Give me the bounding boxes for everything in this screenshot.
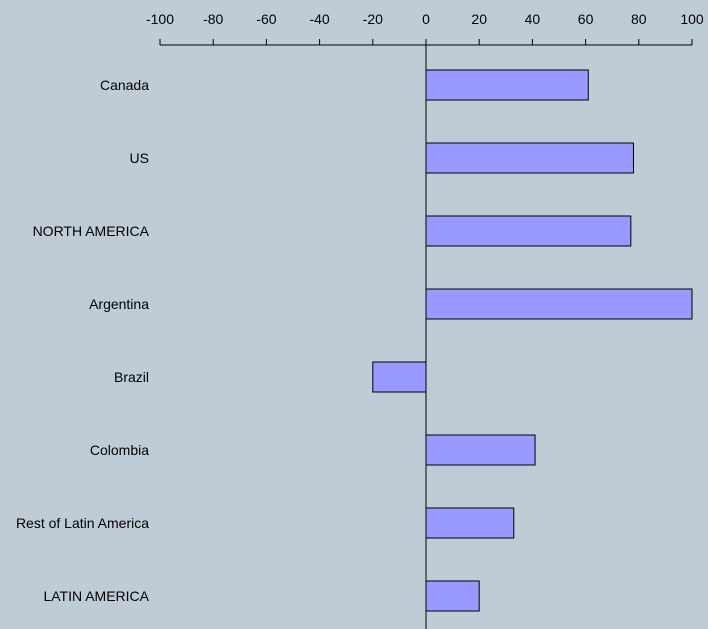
bar xyxy=(425,215,632,247)
bar xyxy=(425,142,634,174)
x-tick-label: 20 xyxy=(471,11,487,27)
category-labels: Canada US NORTH AMERICA Argentina Brazil Colo… xyxy=(16,77,150,604)
bar xyxy=(425,580,480,612)
category-label: NORTH AMERICA xyxy=(33,223,150,239)
x-tick-label: 0 xyxy=(422,11,430,27)
bar xyxy=(425,288,693,320)
category-label: LATIN AMERICA xyxy=(43,588,149,604)
category-label: Canada xyxy=(100,77,149,93)
x-tick-label: -40 xyxy=(309,11,329,27)
bar xyxy=(425,434,536,466)
category-label: Argentina xyxy=(89,296,149,312)
bar xyxy=(425,507,515,539)
x-tick-label: -100 xyxy=(146,11,174,27)
category-label: Brazil xyxy=(114,369,149,385)
category-label: US xyxy=(130,150,149,166)
x-tick-label: 60 xyxy=(578,11,594,27)
x-tick-label: 40 xyxy=(525,11,541,27)
bar xyxy=(372,361,427,393)
x-tick-label: 100 xyxy=(680,11,704,27)
x-tick-label: -60 xyxy=(256,11,276,27)
bars xyxy=(372,69,693,612)
x-axis: -100 -80 -60 -40 -20 0 20 40 60 80 100 xyxy=(146,11,704,629)
x-tick-label: -80 xyxy=(203,11,223,27)
category-label: Rest of Latin America xyxy=(16,515,149,531)
category-label: Colombia xyxy=(90,442,149,458)
bar xyxy=(425,69,589,101)
x-tick-label: 80 xyxy=(631,11,647,27)
x-tick-label: -20 xyxy=(363,11,383,27)
